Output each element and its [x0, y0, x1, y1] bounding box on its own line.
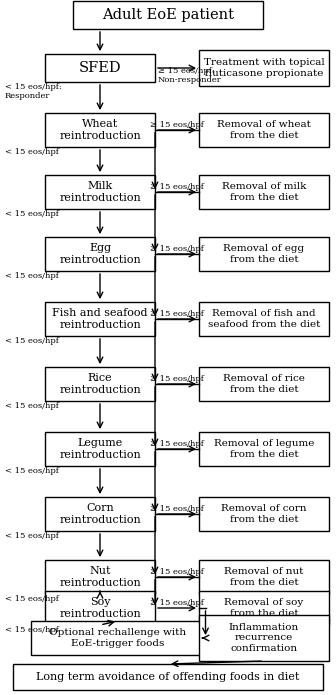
Text: Removal of legume
from the diet: Removal of legume from the diet	[214, 439, 314, 459]
Text: Removal of milk
from the diet: Removal of milk from the diet	[222, 182, 306, 202]
Bar	[199, 175, 329, 209]
Text: Removal of egg
from the diet: Removal of egg from the diet	[223, 245, 304, 263]
Bar	[45, 591, 155, 625]
Text: < 15 eos/hpf: < 15 eos/hpf	[5, 402, 59, 410]
Text: Removal of wheat
from the diet: Removal of wheat from the diet	[217, 120, 311, 140]
Bar	[45, 237, 155, 271]
Bar	[199, 497, 329, 531]
Bar	[45, 54, 155, 82]
Bar	[199, 237, 329, 271]
Text: < 15 eos/hpf: < 15 eos/hpf	[5, 337, 59, 345]
Bar	[45, 302, 155, 336]
Bar	[199, 367, 329, 401]
Text: Egg
reintroduction: Egg reintroduction	[59, 243, 141, 265]
Text: < 15 eos/hpf: < 15 eos/hpf	[5, 210, 59, 218]
Text: < 15 eos/hpf: < 15 eos/hpf	[5, 532, 59, 540]
Bar	[45, 175, 155, 209]
Text: ≥ 15 eos/hpf: ≥ 15 eos/hpf	[150, 310, 204, 318]
Bar	[199, 432, 329, 466]
Bar	[199, 560, 329, 594]
Text: Fish and seafood
reintroduction: Fish and seafood reintroduction	[52, 308, 148, 330]
Text: Optional rechallenge with
EoE-trigger foods: Optional rechallenge with EoE-trigger fo…	[49, 628, 186, 648]
Text: Wheat
reintroduction: Wheat reintroduction	[59, 120, 141, 141]
Text: Nut
reintroduction: Nut reintroduction	[59, 566, 141, 588]
Bar	[199, 50, 329, 86]
Bar	[45, 560, 155, 594]
Text: Treatment with topical
fluticasone propionate: Treatment with topical fluticasone propi…	[204, 58, 324, 78]
Text: Removal of rice
from the diet: Removal of rice from the diet	[223, 375, 305, 393]
Text: Rice
reintroduction: Rice reintroduction	[59, 373, 141, 395]
Text: Removal of soy
from the diet: Removal of soy from the diet	[224, 598, 304, 618]
Text: < 15 eos/hpf: < 15 eos/hpf	[5, 148, 59, 156]
Text: Long term avoidance of offending foods in diet: Long term avoidance of offending foods i…	[36, 672, 300, 682]
Text: Removal of nut
from the diet: Removal of nut from the diet	[224, 567, 304, 587]
Text: Removal of fish and
seafood from the diet: Removal of fish and seafood from the die…	[208, 309, 320, 329]
Text: < 15 eos/hpf: < 15 eos/hpf	[5, 626, 59, 634]
Bar	[45, 113, 155, 147]
Text: < 15 eos/hpf: < 15 eos/hpf	[5, 595, 59, 603]
Text: Soy
reintroduction: Soy reintroduction	[59, 597, 141, 619]
Bar	[199, 113, 329, 147]
Bar	[73, 1, 263, 29]
Bar	[199, 591, 329, 625]
Text: ≥ 15 eos/hpf: ≥ 15 eos/hpf	[150, 505, 204, 513]
Text: Corn
reintroduction: Corn reintroduction	[59, 503, 141, 525]
Bar	[199, 615, 329, 661]
Text: ≥ 15 eos/hpf: ≥ 15 eos/hpf	[150, 121, 204, 129]
Text: Removal of corn
from the diet: Removal of corn from the diet	[221, 505, 307, 524]
Bar	[45, 497, 155, 531]
Text: ≥ 15 eos/hpf: ≥ 15 eos/hpf	[150, 568, 204, 576]
Bar	[199, 302, 329, 336]
Text: ≥ 15 eos/hpf: ≥ 15 eos/hpf	[150, 183, 204, 191]
Text: SFED: SFED	[79, 61, 121, 75]
Text: Inflammation
recurrence
confirmation: Inflammation recurrence confirmation	[229, 623, 299, 653]
Text: ≥ 15 eos/hpf: ≥ 15 eos/hpf	[150, 245, 204, 253]
Bar	[45, 367, 155, 401]
Text: ≥ 15 eos/hpf: ≥ 15 eos/hpf	[150, 375, 204, 383]
Text: ≥ 15 eos/hpf: ≥ 15 eos/hpf	[150, 440, 204, 448]
Text: Adult EoE patient: Adult EoE patient	[102, 8, 234, 22]
Bar	[31, 621, 206, 655]
Text: Milk
reintroduction: Milk reintroduction	[59, 181, 141, 203]
Text: Legume
reintroduction: Legume reintroduction	[59, 439, 141, 460]
Text: ≥ 15 eos/hpf:
Non-responder: ≥ 15 eos/hpf: Non-responder	[158, 67, 222, 83]
Text: < 15 eos/hpf: < 15 eos/hpf	[5, 467, 59, 475]
Text: ≥ 15 eos/hpf: ≥ 15 eos/hpf	[150, 599, 204, 607]
Text: < 15 eos/hpf: < 15 eos/hpf	[5, 272, 59, 280]
Text: < 15 eos/hpf:
Responder: < 15 eos/hpf: Responder	[5, 83, 62, 99]
Bar	[45, 432, 155, 466]
Bar	[13, 664, 323, 690]
